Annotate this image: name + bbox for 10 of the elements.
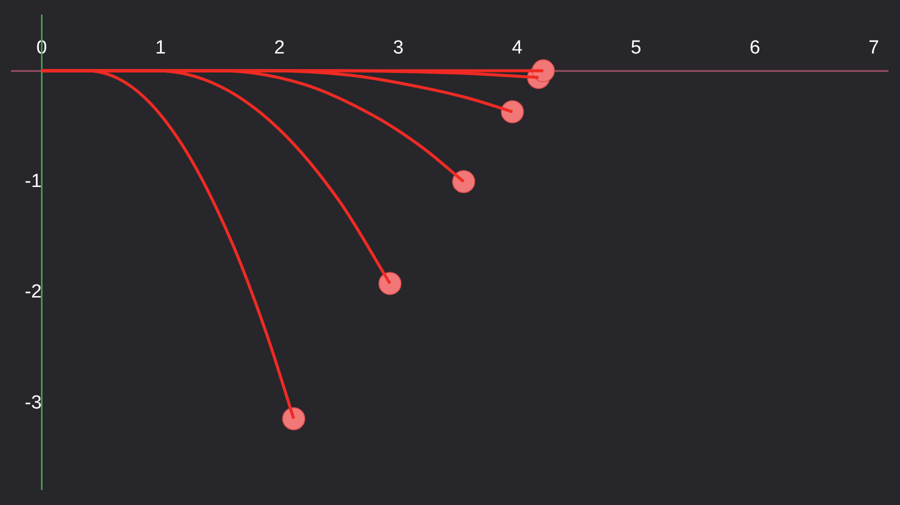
x-tick-label: 5 [630,37,642,58]
y-tick-label: -3 [24,392,42,414]
x-tick-label: 6 [750,37,760,58]
x-tick-label: 7 [868,37,880,58]
x-tick-label: 1 [155,37,166,58]
y-tick-label: -1 [24,170,42,192]
y-tick-label: -2 [24,282,42,303]
x-tick-label: 3 [393,37,404,58]
x-tick-label: 4 [512,37,523,58]
x-tick-label: 2 [274,37,285,58]
